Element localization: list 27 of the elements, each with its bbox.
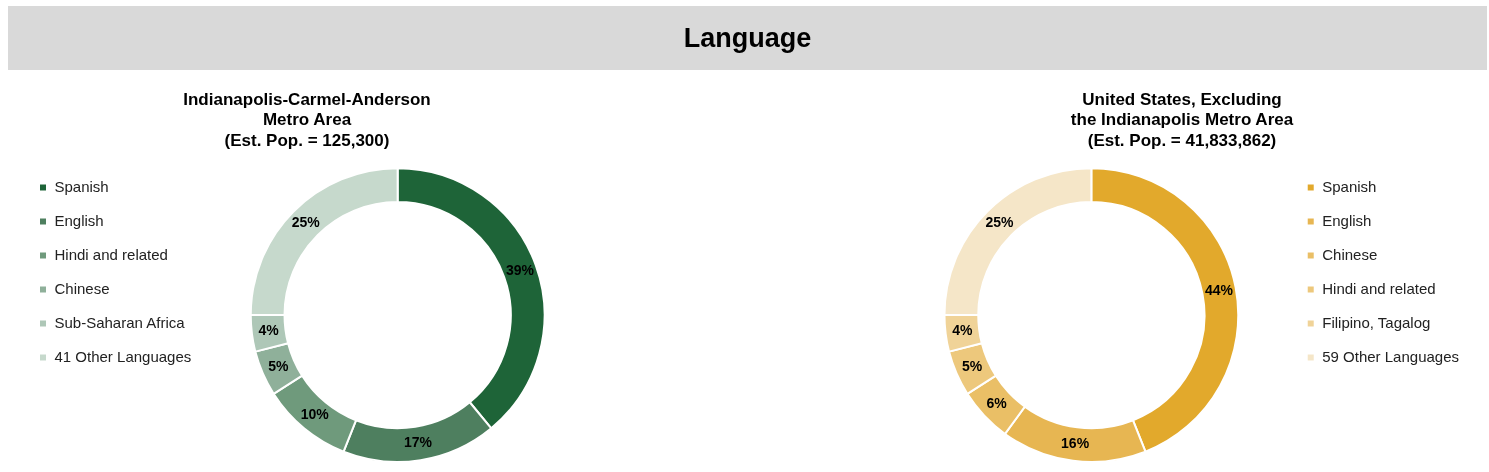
legend-label: Chinese [1322, 245, 1378, 263]
legend-label: Spanish [1322, 177, 1377, 195]
data-label: 44% [1205, 281, 1234, 298]
text: Language [8, 6, 1487, 70]
data-label: 6% [986, 394, 1008, 411]
chart-title: Indianapolis-Carmel-Anderson Metro Area (Est. Pop. = 125,300) [183, 89, 431, 150]
data-label: 39% [505, 261, 535, 278]
legend-label: Spanish [54, 177, 109, 195]
data-label: 4% [258, 322, 280, 339]
data-label: 16% [1061, 434, 1090, 451]
legend-label: Hindi and related [54, 245, 168, 263]
data-label: 17% [403, 434, 433, 451]
data-label: 4% [952, 322, 974, 339]
legend-label: Filipino, Tagalog [1322, 313, 1431, 331]
data-label: 25% [291, 214, 321, 231]
data-label: 25% [985, 214, 1014, 231]
legend-label: Chinese [54, 279, 110, 297]
chart-title: United States, Excluding the Indianapolis Metro Area (Est. Pop. = 41,833,862) [1070, 89, 1294, 150]
data-label: 5% [961, 357, 983, 374]
data-label: 10% [300, 406, 330, 423]
legend-label: English [1322, 211, 1372, 229]
data-label: 5% [268, 357, 289, 374]
legend-label: 59 Other Languages [1322, 347, 1460, 365]
legend-label: 41 Other Languages [54, 347, 192, 365]
legend-label: English [54, 211, 104, 229]
legend-label: Hindi and related [1322, 279, 1436, 297]
legend-label: Sub-Saharan Africa [54, 313, 186, 331]
